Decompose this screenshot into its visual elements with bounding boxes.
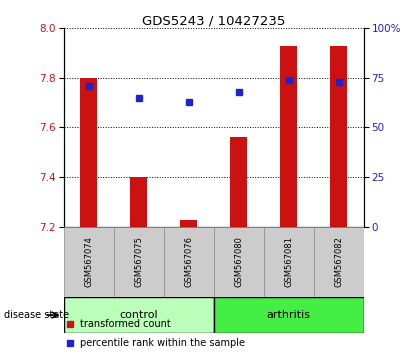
Text: GSM567075: GSM567075 (134, 236, 143, 287)
Text: GSM567082: GSM567082 (334, 236, 343, 287)
Bar (114, 227, 164, 297)
Text: GSM567080: GSM567080 (234, 236, 243, 287)
Text: control: control (120, 310, 158, 320)
Bar (314, 227, 364, 297)
Bar (230, 137, 247, 227)
Title: GDS5243 / 10427235: GDS5243 / 10427235 (142, 14, 285, 27)
Bar (180, 221, 197, 227)
Bar (214, 227, 264, 297)
Bar (80, 78, 97, 227)
Text: GSM567074: GSM567074 (84, 236, 93, 287)
Bar (64, 227, 114, 297)
Bar (264, 227, 314, 297)
Text: percentile rank within the sample: percentile rank within the sample (80, 338, 245, 348)
Bar (330, 46, 347, 227)
Bar (214, 297, 364, 333)
Bar (130, 177, 148, 227)
Text: transformed count: transformed count (80, 319, 171, 329)
Text: arthritis: arthritis (267, 310, 311, 320)
Bar (280, 46, 298, 227)
Text: GSM567076: GSM567076 (184, 236, 193, 287)
Text: GSM567081: GSM567081 (284, 236, 293, 287)
Bar (164, 227, 214, 297)
Text: disease state: disease state (4, 310, 69, 320)
Bar (64, 297, 214, 333)
